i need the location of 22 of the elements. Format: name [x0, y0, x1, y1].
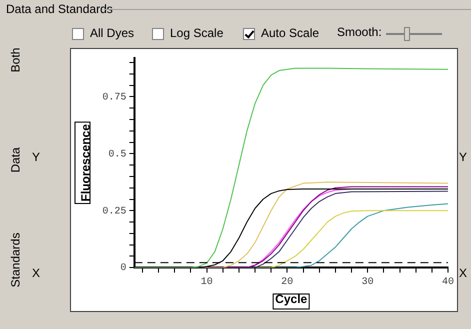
text: Data: [8, 147, 22, 173]
chart-title: Data and Standards: [6, 2, 113, 16]
x-tick-label: 30: [362, 277, 374, 288]
text: Auto Scale: [261, 26, 320, 40]
text: Smooth:: [337, 25, 382, 39]
y-tick-label: 0.75: [102, 92, 126, 104]
y-tick-label: 0.5: [108, 149, 126, 160]
text: X: [32, 266, 40, 280]
x-tick-label: 20: [281, 277, 294, 288]
text: Y: [32, 150, 40, 164]
x-tick-label: 10: [200, 277, 213, 288]
y-tick-label: 0.25: [102, 206, 126, 218]
x-tick-label: 40: [442, 277, 454, 288]
text: All Dyes: [90, 26, 134, 40]
text: Y: [459, 150, 468, 164]
text: Standards: [8, 232, 22, 288]
text: X: [459, 266, 468, 280]
text: Log Scale: [170, 26, 224, 40]
y-axis-title: Fluorescence: [78, 124, 93, 202]
x-axis-title: Cycle: [275, 292, 308, 306]
y-tick-label: 0: [120, 263, 126, 274]
text: Both: [8, 48, 22, 72]
